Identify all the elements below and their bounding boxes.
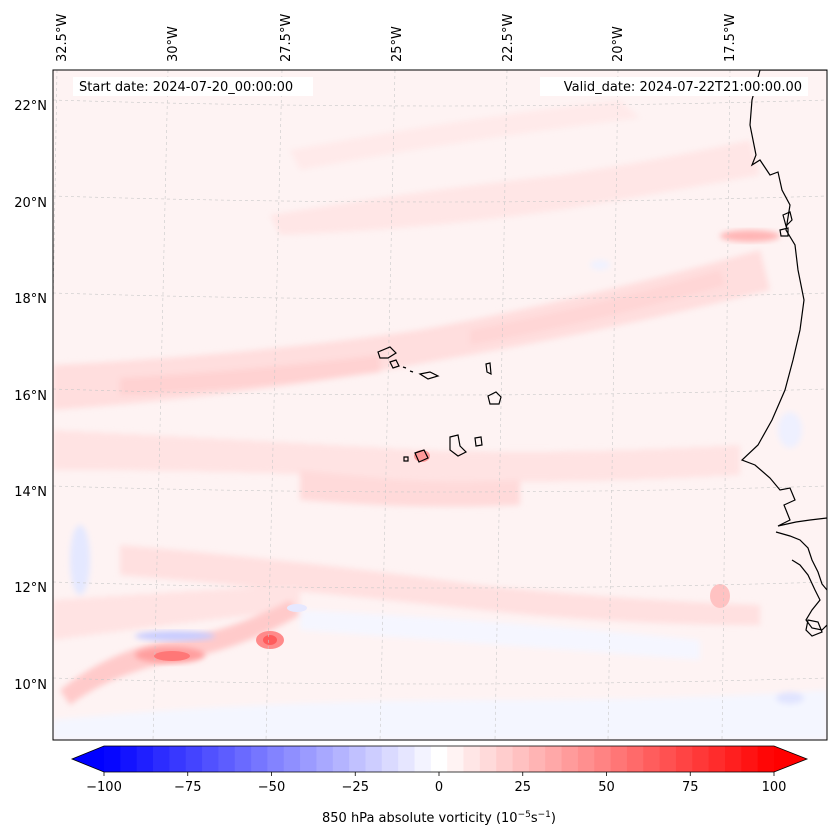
colorbar-tick-label: −75 [174, 780, 201, 795]
valid-date-box [540, 77, 808, 96]
colorbar-cell [561, 746, 579, 772]
cape-verde-islands [377, 346, 502, 463]
colorbar-cell [708, 746, 726, 772]
colorbar-cell [692, 746, 710, 772]
colorbar-cell [463, 746, 481, 772]
colorbar-cell [251, 746, 269, 772]
colorbar-cell [430, 746, 448, 772]
lat-label: 20°N [14, 196, 47, 211]
colorbar-cell [316, 746, 334, 772]
lon-label: 30°W [166, 26, 181, 62]
colorbar-cell [545, 746, 563, 772]
colorbar-tick-label: 25 [514, 780, 531, 795]
start-date-label: Start date: 2024-07-20_00:00:00 [79, 80, 293, 95]
colorbar-tick-label: 100 [762, 780, 787, 795]
colorbar-cell [447, 746, 465, 772]
colorbar-cell [741, 746, 759, 772]
colorbar-cell [349, 746, 367, 772]
latitude-labels: 22°N 20°N 18°N 16°N 14°N 12°N 10°N [14, 99, 47, 693]
colorbar-tick-label: −50 [258, 780, 285, 795]
colorbar-tick-label: 0 [435, 780, 443, 795]
colorbar-tick-label: 50 [598, 780, 615, 795]
colorbar-cell [169, 746, 187, 772]
colorbar-cell [414, 746, 432, 772]
lon-label: 22.5°W [501, 14, 516, 62]
colorbar-min-extend [72, 746, 104, 772]
colorbar-cell [120, 746, 138, 772]
colorbar-cell [643, 746, 661, 772]
colorbar-cell [512, 746, 530, 772]
colorbar-cell [332, 746, 350, 772]
colorbar-cell [381, 746, 399, 772]
graticule [53, 70, 827, 740]
colorbar-cell [479, 746, 497, 772]
colorbar-cell [724, 746, 742, 772]
lat-label: 22°N [14, 99, 47, 114]
map-panel: Start date: 2024-07-20_00:00:00 Valid_da… [52, 69, 828, 741]
colorbar-cell [675, 746, 693, 772]
colorbar: −100 −75 −50 −25 0 25 50 75 100 850 hPa absolute… [70, 745, 809, 826]
colorbar-cell [757, 746, 775, 772]
lat-label: 18°N [14, 292, 47, 307]
colorbar-cell [594, 746, 612, 772]
colorbar-cell [234, 746, 252, 772]
colorbar-cell [136, 746, 154, 772]
colorbar-cell [283, 746, 301, 772]
vorticity-field [53, 70, 827, 740]
longitude-labels: 32.5°W 30°W 27.5°W 25°W 22.5°W 20°W 17.5… [55, 14, 738, 62]
lon-label: 27.5°W [279, 14, 294, 62]
map-frame [52, 69, 828, 741]
colorbar-cell [528, 746, 546, 772]
lat-label: 10°N [14, 678, 47, 693]
colorbar-cell [610, 746, 628, 772]
colorbar-cell [398, 746, 416, 772]
colorbar-ticks: −100 −75 −50 −25 0 25 50 75 100 [86, 772, 786, 795]
colorbar-cell [659, 746, 677, 772]
colorbar-cell [300, 746, 318, 772]
lat-label: 12°N [14, 581, 47, 596]
colorbar-tick-label: −100 [86, 780, 122, 795]
colorbar-cell [365, 746, 383, 772]
colorbar-tick-label: −25 [342, 780, 369, 795]
lon-label: 32.5°W [55, 14, 70, 62]
colorbar-cell [153, 746, 170, 772]
valid-date-label: Valid_date: 2024-07-22T21:00:00.00 [564, 80, 802, 95]
colorbar-cell [267, 746, 285, 772]
colorbar-cell [185, 746, 203, 772]
lon-label: 20°W [611, 26, 626, 62]
colorbar-cell [626, 746, 644, 772]
colorbar-title: 850 hPa absolute vorticity (10−5s−1) [322, 810, 556, 826]
lat-label: 14°N [14, 485, 47, 500]
lon-label: 25°W [390, 26, 405, 62]
colorbar-cells [104, 746, 775, 772]
colorbar-cell [104, 746, 121, 772]
colorbar-cell [202, 746, 219, 772]
coastline [740, 70, 827, 637]
colorbar-cell [218, 746, 236, 772]
lat-label: 16°N [14, 389, 47, 404]
start-date-box [73, 77, 313, 96]
lon-label: 17.5°W [723, 14, 738, 62]
colorbar-cell [577, 746, 595, 772]
colorbar-cell [496, 746, 514, 772]
colorbar-max-extend [774, 746, 807, 772]
colorbar-tick-label: 75 [682, 780, 699, 795]
